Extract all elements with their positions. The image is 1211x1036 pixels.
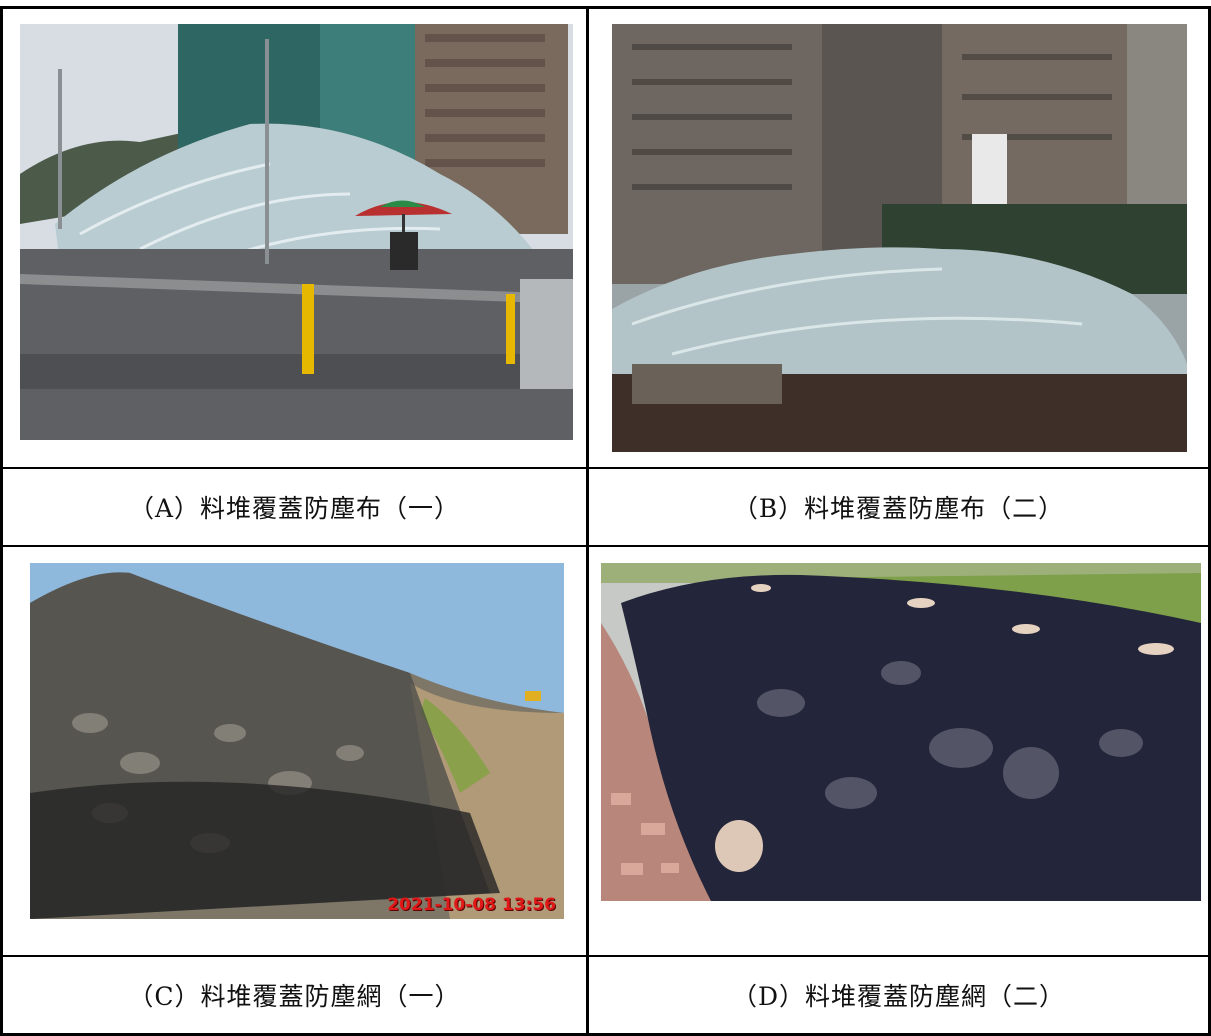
table-divider-row2 [0, 545, 1211, 547]
photo-b [612, 24, 1187, 452]
photo-d [601, 563, 1201, 901]
caption-c: （C）料堆覆蓋防塵網（一） [128, 982, 461, 1011]
photo-c: 2021-10-08 13:56 [30, 563, 564, 919]
photo-timestamp: 2021-10-08 13:56 [387, 895, 556, 915]
table-border-left [0, 6, 3, 1036]
dust-net-stockpile-photo-c [30, 563, 564, 919]
photo-a [20, 24, 573, 440]
caption-b: （B）料堆覆蓋防塵布（二） [732, 494, 1065, 523]
table-border-bottom [0, 1033, 1211, 1036]
table-divider-row1 [0, 467, 1211, 469]
table-divider-vertical [586, 6, 589, 1036]
dust-cloth-stockpile-photo-a [20, 24, 573, 440]
dust-cloth-stockpile-photo-b [612, 24, 1187, 452]
dust-net-stockpile-photo-d [601, 563, 1201, 901]
caption-d: （D）料堆覆蓋防塵網（二） [731, 982, 1066, 1011]
caption-a: （A）料堆覆蓋防塵布（一） [128, 494, 461, 523]
table-border-top [0, 6, 1211, 9]
table-border-right [1208, 6, 1211, 1036]
table-divider-row3 [0, 955, 1211, 957]
